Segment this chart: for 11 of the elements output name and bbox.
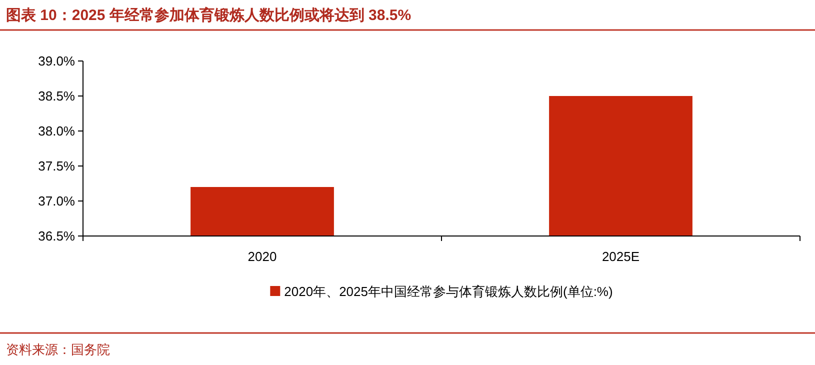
- title: 图表 10：2025 年经常参加体育锻炼人数比例或将达到 38.5%: [6, 7, 412, 24]
- y-tick-label: 37.0%: [38, 194, 76, 208]
- text: 资料来源：国务院: [6, 342, 110, 357]
- y-tick-label: 38.0%: [38, 124, 76, 138]
- y-tick-label: 36.5%: [38, 228, 76, 244]
- y-tick-label: 39.0%: [38, 54, 76, 68]
- legend: 2020年、2025年中国经常参与体育锻炼人数比例(单位:%): [270, 284, 613, 299]
- y-tick-label: 38.5%: [38, 88, 76, 104]
- y-tick-label: 37.5%: [38, 158, 76, 174]
- x-tick-label: 2020: [248, 249, 277, 264]
- x-tick-label: 2025E: [602, 249, 640, 264]
